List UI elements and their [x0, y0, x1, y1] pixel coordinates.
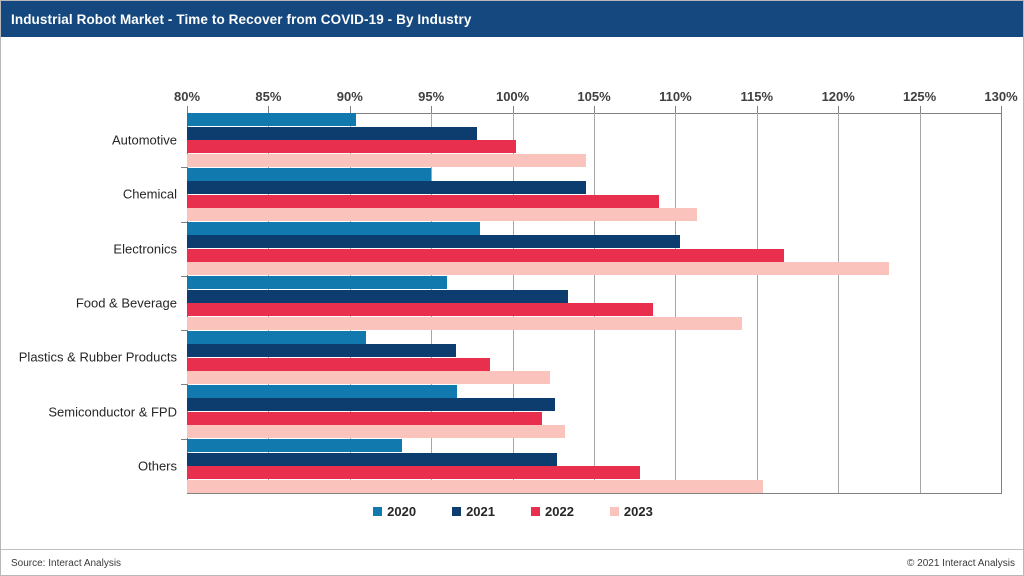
bar-2021-food-beverage: [187, 289, 568, 303]
bar-2021-electronics: [187, 235, 681, 249]
bar-2021-chemical: [187, 181, 586, 195]
legend-label: 2023: [623, 503, 653, 519]
legend-item-2021[interactable]: 2021: [452, 504, 495, 519]
plot-area: [187, 113, 1002, 493]
title-bar: Industrial Robot Market - Time to Recove…: [1, 1, 1023, 37]
chart-canvas: 80% 85% 90% 95% 100% 105% 110% 115% 120% 125% 130%…: [1, 37, 1023, 549]
legend-item-2023[interactable]: 2023: [609, 503, 653, 519]
category-tick: [181, 167, 187, 169]
x-tick-mark: [675, 106, 677, 113]
x-axis-bottom-line: [187, 493, 1002, 494]
x-tick-label: 100%: [495, 89, 530, 104]
gridline: [431, 113, 433, 493]
footer-bar: Source: Interact Analysis © 2021 Interac…: [1, 549, 1023, 575]
x-tick-mark: [594, 106, 595, 113]
bar-2022-electronics: [187, 248, 785, 262]
x-tick-label: 85%: [255, 89, 282, 104]
bar-2020-electronics: [187, 221, 481, 235]
page-title: Industrial Robot Market - Time to Recove…: [11, 11, 472, 27]
x-tick-mark: [512, 106, 514, 113]
x-tick-label: 110%: [659, 89, 692, 104]
x-tick-label: 90%: [336, 89, 363, 104]
bar-2023-automotive: [187, 153, 586, 167]
bar-2020-food-beverage: [187, 276, 448, 290]
gridline: [675, 113, 677, 493]
legend-item-2022[interactable]: 2022: [531, 504, 574, 519]
bar-2023-electronics: [187, 262, 889, 276]
bar-2020-others: [187, 439, 402, 453]
x-tick-label: 125%: [902, 89, 937, 104]
bar-2020-chemical: [187, 167, 432, 181]
legend-item-2020[interactable]: 2020: [373, 504, 416, 519]
x-tick-label: 130%: [984, 89, 1018, 104]
x-tick-label: 80%: [173, 89, 201, 104]
legend-swatch-icon: [609, 506, 619, 516]
bar-2021-plastics-rubber-products: [187, 344, 456, 358]
category-label: Food & Beverage: [75, 295, 177, 311]
gridline: [594, 113, 595, 493]
bar-2022-others: [187, 466, 640, 480]
bar-2021-others: [187, 452, 557, 466]
bar-2020-semiconductor-fpd: [187, 384, 458, 398]
bar-2022-food-beverage: [187, 303, 653, 317]
x-tick-mark: [268, 106, 270, 113]
x-tick-mark: [756, 106, 758, 113]
bar-2021-automotive: [187, 126, 477, 140]
gridline: [756, 113, 758, 493]
copyright-text: © 2021 Interact Analysis: [907, 558, 1015, 569]
legend-swatch-icon: [452, 506, 462, 516]
legend-label: 2022: [545, 503, 574, 519]
gridline: [919, 113, 921, 493]
legend-swatch-icon: [373, 506, 383, 516]
x-tick-label: 95%: [418, 89, 445, 104]
category-tick: [181, 438, 187, 440]
source-text: Source: Interact Analysis: [11, 558, 122, 569]
bar-2022-plastics-rubber-products: [187, 357, 490, 371]
category-tick: [181, 330, 187, 332]
bar-2023-plastics-rubber-products: [187, 371, 551, 385]
gridline: [268, 113, 270, 493]
bar-2022-chemical: [187, 194, 660, 208]
x-tick-label: 120%: [821, 89, 855, 104]
gridline: [512, 113, 514, 493]
gridline: [349, 113, 351, 493]
category-tick: [181, 221, 187, 223]
y-axis-category-labels: Automotive Chemical Electronics Food & Beve…: [1, 113, 181, 493]
bar-2022-semiconductor-fpd: [187, 411, 542, 425]
gridline: [187, 113, 188, 493]
bar-2022-automotive: [187, 140, 516, 154]
x-tick-label: 105%: [577, 89, 611, 104]
bar-2023-semiconductor-fpd: [187, 425, 565, 439]
x-tick-mark: [187, 106, 188, 113]
legend-swatch-icon: [531, 506, 540, 516]
x-tick-mark: [919, 106, 921, 113]
chart-legend: 2020 2021 2022 2023: [1, 497, 1023, 525]
legend-label: 2020: [387, 503, 417, 519]
gridline: [1001, 113, 1002, 493]
bar-2020-plastics-rubber-products: [187, 330, 367, 344]
bar-2020-automotive: [187, 113, 357, 127]
category-tick: [181, 384, 187, 386]
x-tick-mark: [431, 106, 433, 113]
category-label: Plastics & Rubber Products: [18, 349, 177, 365]
bar-2023-food-beverage: [187, 316, 743, 330]
bar-2023-others: [187, 479, 764, 493]
category-label: Others: [137, 458, 177, 474]
x-tick-mark: [838, 106, 840, 113]
bar-2023-chemical: [187, 208, 697, 222]
category-label: Chemical: [122, 186, 177, 202]
category-tick: [181, 275, 187, 277]
gridline: [838, 113, 840, 493]
x-tick-mark: [1001, 106, 1002, 113]
bar-2021-semiconductor-fpd: [187, 398, 555, 412]
category-label: Electronics: [113, 241, 177, 257]
legend-label: 2021: [466, 503, 495, 519]
category-label: Automotive: [111, 132, 177, 148]
category-label: Semiconductor & FPD: [48, 404, 177, 420]
x-tick-label: 115%: [740, 89, 774, 104]
x-tick-mark: [349, 106, 351, 113]
